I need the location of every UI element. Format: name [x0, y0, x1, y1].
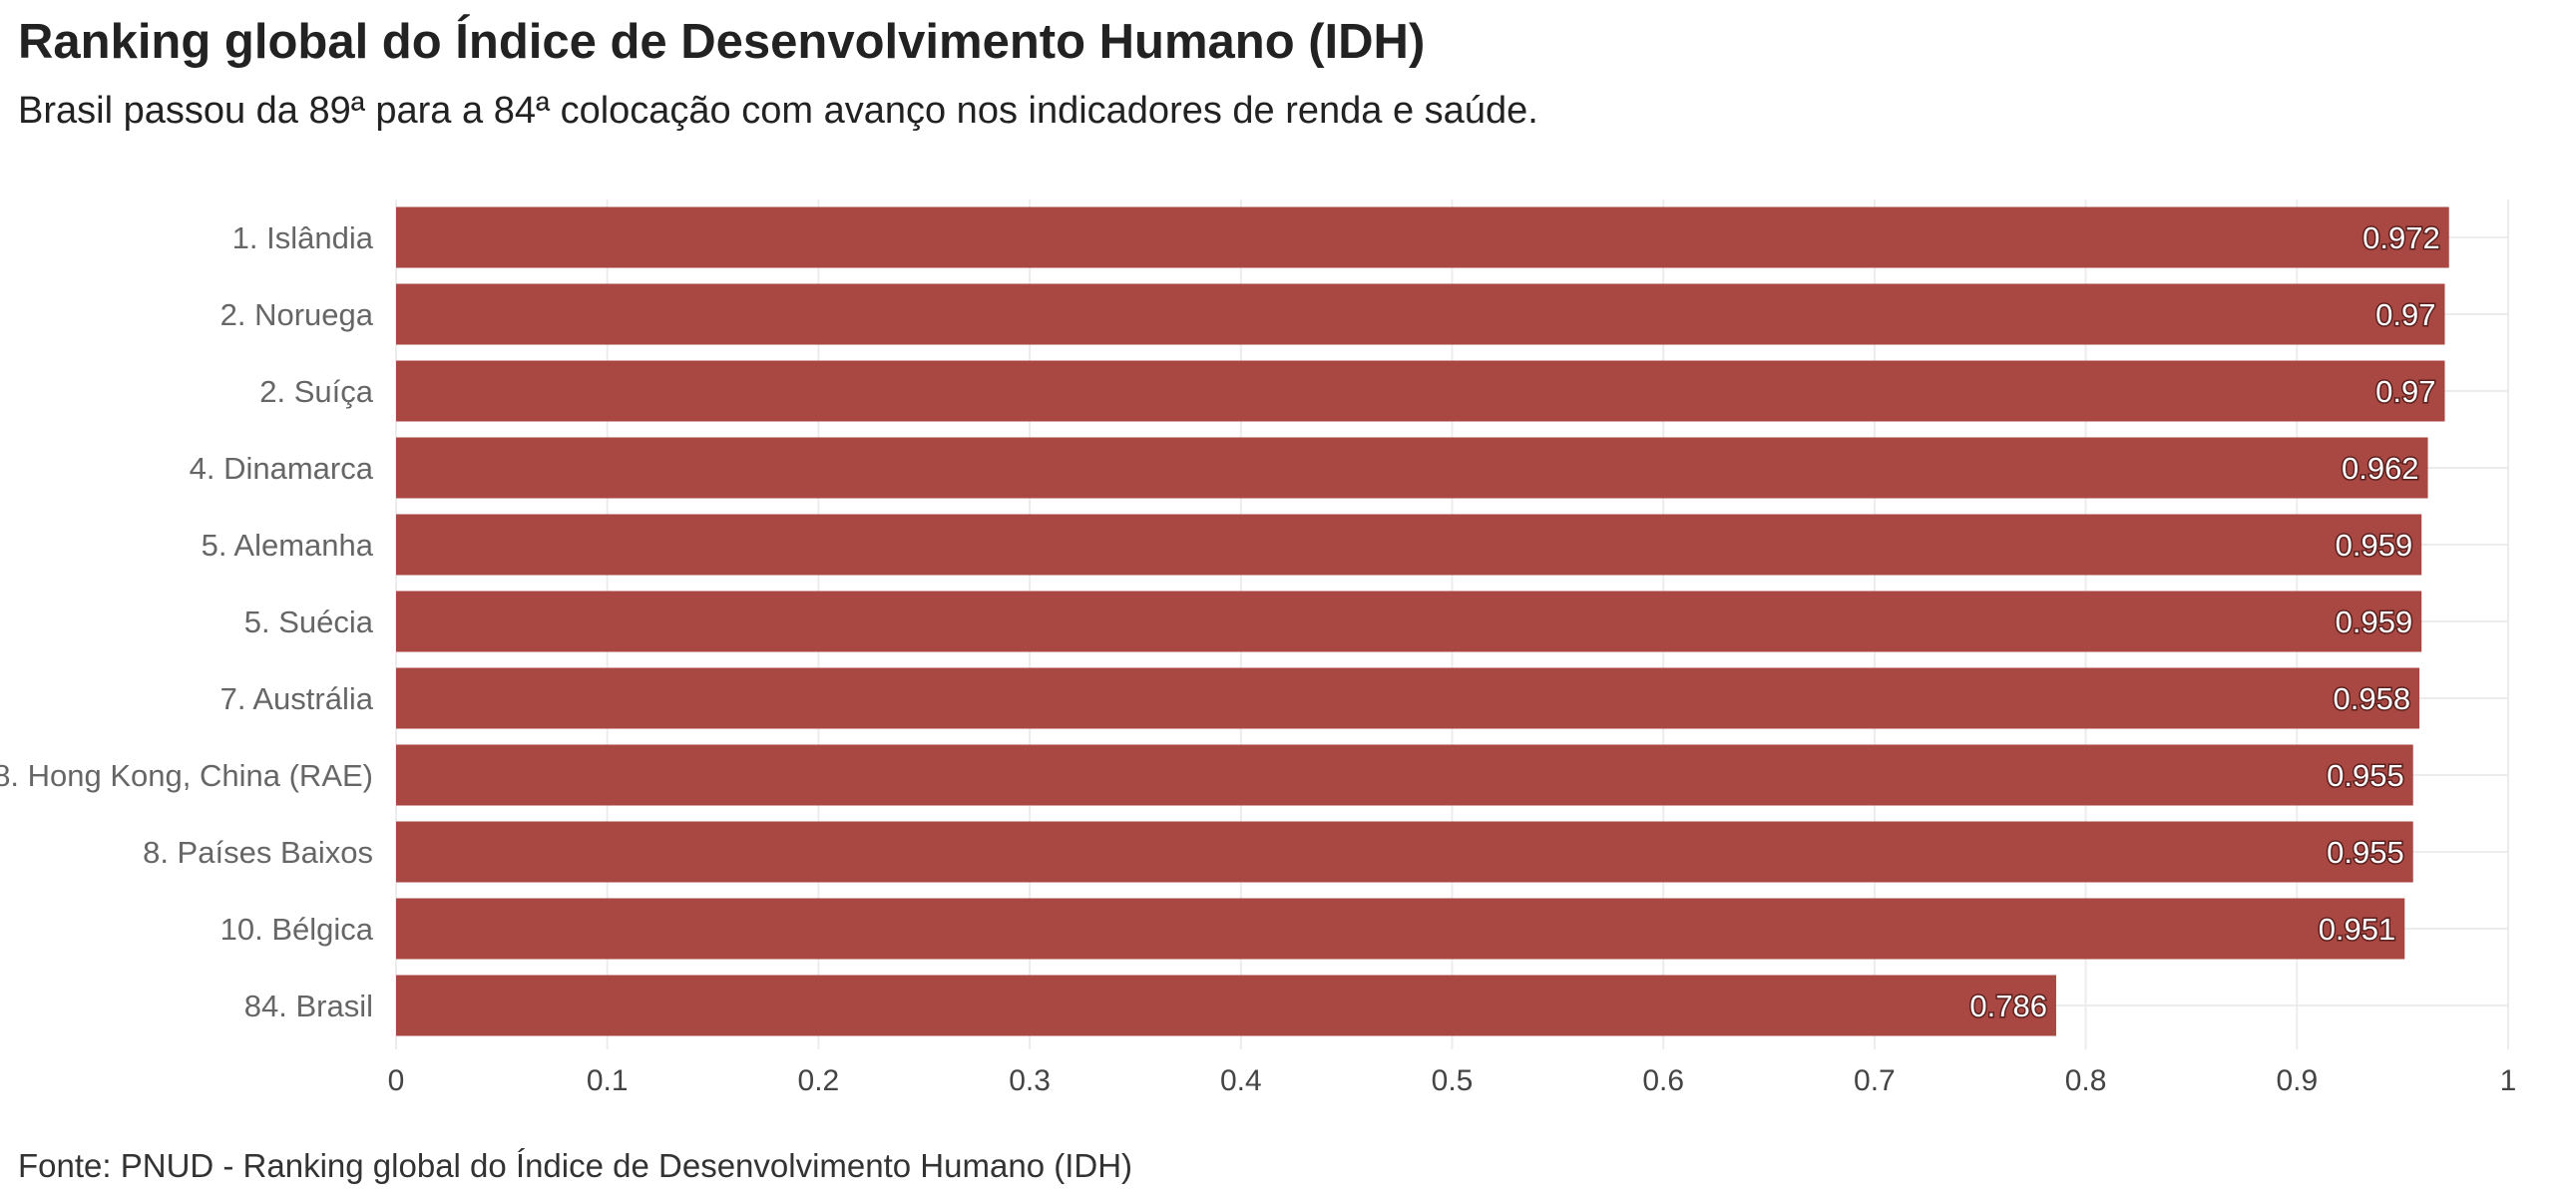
data-label: 0.955 [2327, 758, 2404, 793]
bar-chart: 0 0.1 0.2 0.3 0.4 0.5 0.6 0.7 0.8 0.9 1 1. Islândia… [0, 200, 2517, 1097]
data-label: 0.962 [2342, 451, 2419, 486]
x-tick-label: 0.7 [1854, 1064, 1896, 1097]
bar [396, 514, 2422, 576]
data-label: 0.959 [2336, 604, 2413, 639]
chart-title: Ranking global do Índice de Desenvolvime… [18, 15, 1426, 69]
bar [396, 437, 2428, 499]
bar [396, 360, 2445, 422]
bar [396, 591, 2422, 652]
x-tick-label: 1 [2500, 1064, 2517, 1097]
bar [396, 744, 2413, 806]
chart-subtitle: Brasil passou da 89ª para a 84ª colocaçã… [18, 90, 1538, 132]
category-label: 10. Bélgica [220, 912, 374, 947]
data-label: 0.951 [2319, 912, 2396, 947]
data-label: 0.97 [2375, 297, 2435, 332]
x-tick-label: 0.3 [1009, 1064, 1051, 1097]
data-label: 0.786 [1969, 989, 2047, 1023]
bar [396, 975, 2056, 1036]
category-label: 2. Noruega [220, 297, 374, 332]
bar [396, 667, 2420, 729]
category-label: 8. Países Baixos [143, 835, 373, 870]
data-label: 0.959 [2336, 528, 2413, 563]
data-label: 0.955 [2327, 835, 2404, 870]
x-tick-label: 0.1 [587, 1064, 629, 1097]
bar [396, 206, 2449, 268]
category-label: 7. Austrália [220, 681, 374, 716]
category-label: 4. Dinamarca [190, 451, 374, 486]
bar [396, 283, 2445, 345]
source-note: Fonte: PNUD - Ranking global do Índice d… [18, 1147, 1133, 1184]
x-tick-label: 0.4 [1220, 1064, 1262, 1097]
data-label: 0.958 [2334, 681, 2411, 716]
category-label: 5. Suécia [244, 604, 374, 639]
category-label: 1. Islândia [232, 220, 374, 255]
x-tick-label: 0.2 [798, 1064, 840, 1097]
x-tick-label: 0.6 [1642, 1064, 1684, 1097]
bar [396, 821, 2413, 883]
category-label: 8. Hong Kong, China (RAE) [0, 758, 373, 793]
x-tick-label: 0.5 [1432, 1064, 1474, 1097]
category-label: 5. Alemanha [202, 528, 374, 563]
data-label: 0.972 [2362, 220, 2440, 255]
data-label: 0.97 [2375, 374, 2435, 409]
category-label: 2. Suíça [259, 374, 373, 409]
x-tick-label: 0.8 [2065, 1064, 2107, 1097]
bar [396, 898, 2405, 960]
category-label: 84. Brasil [244, 989, 373, 1023]
x-tick-label: 0 [388, 1064, 405, 1097]
x-tick-label: 0.9 [2276, 1064, 2318, 1097]
